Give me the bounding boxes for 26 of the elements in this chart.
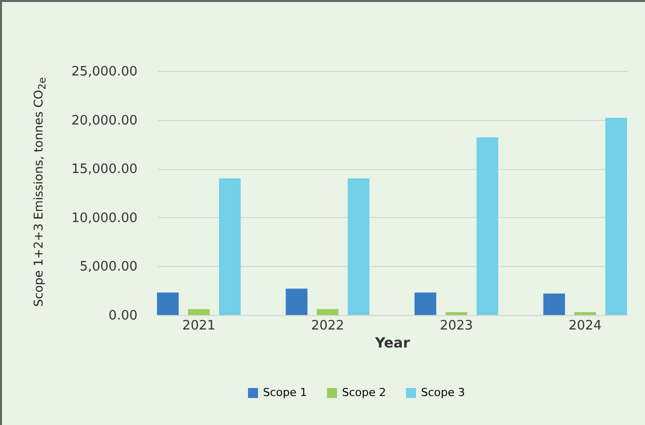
bar [605,118,627,315]
x-tick-label: 2023 [440,318,473,334]
legend-label: Scope 2 [342,386,386,399]
x-tick-label: 2022 [311,318,344,334]
bar [543,294,565,315]
bar [188,309,210,315]
x-tick-label: 2021 [182,318,216,334]
bar [219,178,241,315]
y-tick-label: 0.00 [108,308,138,324]
bar [286,288,308,315]
y-tick-label: 15,000.00 [71,162,138,178]
bar [476,137,498,315]
y-tick-label: 20,000.00 [71,113,138,128]
y-tick-label: 5,000.00 [80,260,138,275]
bar [574,312,596,315]
legend-label: Scope 1 [263,386,308,399]
y-tick-label: 10,000.00 [71,210,138,226]
x-tick-label: 2024 [568,318,602,334]
y-tick-label: 25,000.00 [71,64,138,80]
bar [157,292,179,315]
legend-label: Scope 3 [421,386,466,399]
bar [414,292,436,315]
x-axis-title: Year [374,336,410,352]
bar [316,309,338,315]
bar [348,178,370,315]
bar [446,312,468,315]
